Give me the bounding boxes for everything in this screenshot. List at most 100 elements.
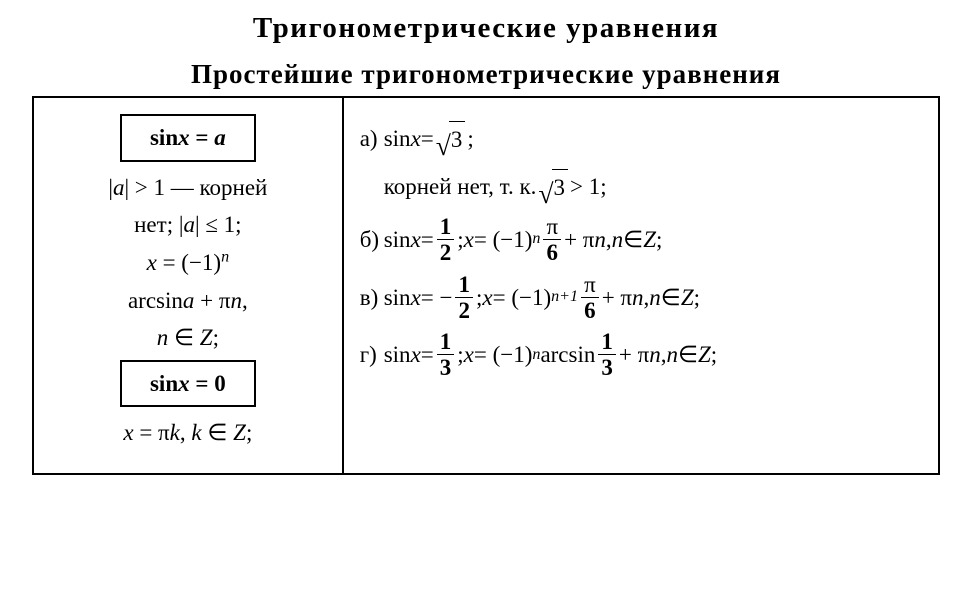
box1-x: x <box>178 125 190 150</box>
zero-comma: , <box>180 420 192 445</box>
v-frac-num: 1 <box>455 272 473 298</box>
box2-eq: = <box>190 371 215 396</box>
sol-line3: n ∈ Z; <box>50 320 326 356</box>
cond-a2: a <box>183 212 195 237</box>
g-frac-num: 1 <box>437 329 455 355</box>
a2-lead: корней нет, т. к. <box>384 169 537 205</box>
formula-table: sinx = a |a| > 1 — корней нет; |a| ≤ 1; … <box>32 96 940 475</box>
v-sol-nset: n <box>649 280 661 316</box>
b-sol-n: n <box>594 222 606 258</box>
g-sol-exp: n <box>532 343 540 368</box>
b-eq: = <box>421 222 434 258</box>
b-sol-frac: π6 <box>543 214 561 266</box>
b-sol-semi: ; <box>656 222 662 258</box>
b-sol-in: ∈ <box>623 222 643 258</box>
zero-semi: ; <box>246 420 252 445</box>
box1-eq: = <box>190 125 215 150</box>
b-frac-num: 1 <box>437 214 455 240</box>
cond-line1: |a| > 1 — корней <box>50 170 326 206</box>
v-frac: 12 <box>455 272 473 324</box>
v-sol-plus: + π <box>602 280 632 316</box>
cond-line2: нет; |a| ≤ 1; <box>50 207 326 243</box>
cond-rel1: > 1 — <box>129 175 199 200</box>
sol-plus: + π <box>194 288 230 313</box>
v-sol-x: x <box>482 280 492 316</box>
box2-sin: sin <box>150 371 178 396</box>
b-sol-Z: Z <box>643 222 656 258</box>
col-left: sinx = a |a| > 1 — корней нет; |a| ≤ 1; … <box>33 97 343 474</box>
g-eq: = <box>421 337 434 373</box>
g-sol-frac-num: 1 <box>598 329 616 355</box>
sol-semi: ; <box>213 325 219 350</box>
b-sol-x: x <box>464 222 474 258</box>
zero-x: x <box>123 420 133 445</box>
v-sol-frac-den: 6 <box>581 298 599 323</box>
v-sol-frac-num: π <box>581 272 599 298</box>
box1-sin: sin <box>150 125 178 150</box>
a2-sqrt: √3 <box>538 169 568 206</box>
v-lead: sin <box>384 280 411 316</box>
sol-line1: x = (−1)n <box>50 245 326 281</box>
g-sol-eq: = (−1) <box>474 337 533 373</box>
b-frac: 12 <box>437 214 455 266</box>
box2-x: x <box>178 371 190 396</box>
sol-line2: arcsina + πn, <box>50 283 326 319</box>
a-x: x <box>411 121 421 157</box>
row-a-line2: корней нет, т. к. √3 > 1; <box>360 166 922 208</box>
a-sqrt-val: 3 <box>449 121 466 158</box>
box-sinx-eq-a: sinx = a <box>120 114 256 162</box>
a-bullet: а) <box>360 121 384 157</box>
v-sol-exp: n+1 <box>551 285 578 310</box>
g-sol-Z: Z <box>698 337 711 373</box>
sol-n: n <box>230 288 242 313</box>
cond-rel2: ≤ 1; <box>200 212 242 237</box>
v-bullet: в) <box>360 280 384 316</box>
g-bullet: г) <box>360 337 384 373</box>
a2-rel: > 1; <box>570 169 607 205</box>
a-lead: sin <box>384 121 411 157</box>
b-frac-den: 2 <box>437 240 455 265</box>
zero-k: k <box>170 420 180 445</box>
b-sol-frac-den: 6 <box>543 240 561 265</box>
b-sol-plus: + π <box>564 222 594 258</box>
sol-nset: n <box>157 325 169 350</box>
b-bullet: б) <box>360 222 384 258</box>
title-main: Тригонометрические уравнения <box>32 12 940 45</box>
zero-sol: x = πk, k ∈ Z; <box>50 415 326 451</box>
g-sol-plus: + π <box>619 337 649 373</box>
sol-a: a <box>183 288 195 313</box>
a2-sqrt-val: 3 <box>552 169 569 206</box>
b-lead: sin <box>384 222 411 258</box>
g-x: x <box>411 337 421 373</box>
g-sol-in: ∈ <box>678 337 698 373</box>
zero-in: ∈ <box>202 420 234 445</box>
row-b: б) sin x = 12 ; x = (−1)n π6 + πn, n ∈ Z… <box>360 214 922 266</box>
v-eq: = − <box>421 280 453 316</box>
v-sol-eq: = (−1) <box>493 280 552 316</box>
zero-kset: k <box>191 420 201 445</box>
sol-exp: n <box>221 248 229 265</box>
b-x: x <box>411 222 421 258</box>
cond-lead2: нет; <box>134 212 179 237</box>
g-sol-n: n <box>649 337 661 373</box>
row-g: г) sin x = 13 ; x = (−1)narcsin 13 + πn,… <box>360 329 922 381</box>
sol-comma: , <box>242 288 248 313</box>
sol-x: x <box>147 250 157 275</box>
title-sub: Простейшие тригонометрические уравнения <box>32 59 940 90</box>
v-x: x <box>411 280 421 316</box>
v-frac-den: 2 <box>455 298 473 323</box>
sol-in: ∈ <box>168 325 200 350</box>
row-a-line1: а) sin x = √3 ; <box>360 118 922 160</box>
col-right: а) sin x = √3 ; корней нет, т. к. √3 > 1… <box>343 97 939 474</box>
g-frac-den: 3 <box>437 355 455 380</box>
v-sol-frac: π6 <box>581 272 599 324</box>
cond-a1: a <box>113 175 125 200</box>
page: Тригонометрические уравнения Простейшие … <box>0 0 972 589</box>
sol-arcsin: arcsin <box>128 288 183 313</box>
g-sol-frac: 13 <box>598 329 616 381</box>
cond-tail1: корней <box>200 175 268 200</box>
g-frac: 13 <box>437 329 455 381</box>
a-tail: ; <box>467 121 473 157</box>
g-sol-frac-den: 3 <box>598 355 616 380</box>
g-sol-arcsin: arcsin <box>540 337 595 373</box>
